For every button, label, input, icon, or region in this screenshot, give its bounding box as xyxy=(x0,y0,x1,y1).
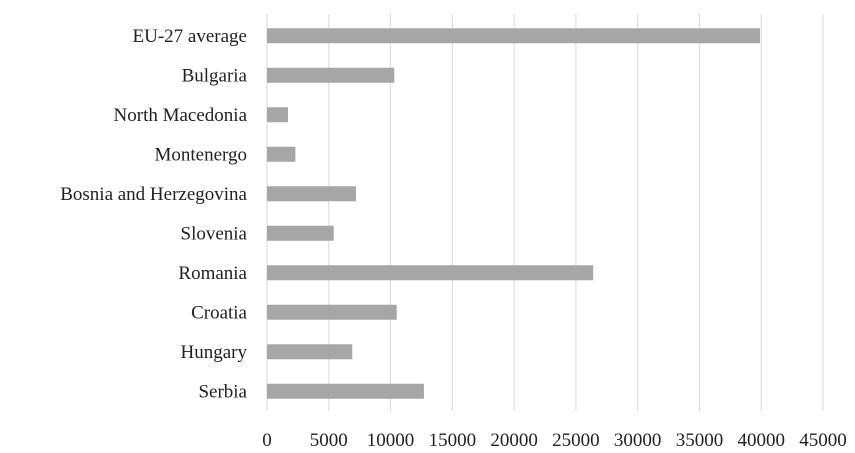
category-label: Croatia xyxy=(191,302,247,323)
bar-bosnia-and-herzegovina xyxy=(267,186,356,202)
bar-hungary xyxy=(267,344,353,360)
x-tick-label: 35000 xyxy=(676,430,724,451)
bar-croatia xyxy=(267,304,397,320)
category-label: Montenergo xyxy=(154,144,247,165)
category-label: Bosnia and Herzegovina xyxy=(60,184,247,205)
category-label: Hungary xyxy=(181,342,248,363)
category-label: Serbia xyxy=(198,381,247,402)
category-label: Bulgaria xyxy=(182,65,248,86)
bar-montenergo xyxy=(267,146,296,162)
bar-slovenia xyxy=(267,225,334,241)
bar-serbia xyxy=(267,383,424,399)
category-label: North Macedonia xyxy=(114,105,248,126)
x-tick-label: 10000 xyxy=(367,430,415,451)
bar-eu-27-average xyxy=(267,28,760,44)
bars xyxy=(267,28,760,399)
category-label: Romania xyxy=(178,263,247,284)
x-tick-label: 30000 xyxy=(614,430,662,451)
category-labels: EU-27 average Bulgaria North Macedonia Mont… xyxy=(60,26,247,403)
bar-bulgaria xyxy=(267,67,395,83)
category-label: EU-27 average xyxy=(133,26,247,47)
bar-romania xyxy=(267,265,594,281)
x-tick-label: 25000 xyxy=(552,430,600,451)
x-tick-label: 45000 xyxy=(799,430,847,451)
x-tick-label: 20000 xyxy=(490,430,538,451)
x-tick-label: 40000 xyxy=(737,430,785,451)
x-tick-label: 0 xyxy=(262,430,272,451)
x-tick-label: 5000 xyxy=(310,430,348,451)
category-label: Slovenia xyxy=(181,223,248,244)
x-tick-label: 15000 xyxy=(429,430,477,451)
x-axis-tick-labels: 0 5000 10000 15000 20000 25000 30000 35000 40000… xyxy=(262,430,847,451)
bar-north-macedonia xyxy=(267,107,289,123)
